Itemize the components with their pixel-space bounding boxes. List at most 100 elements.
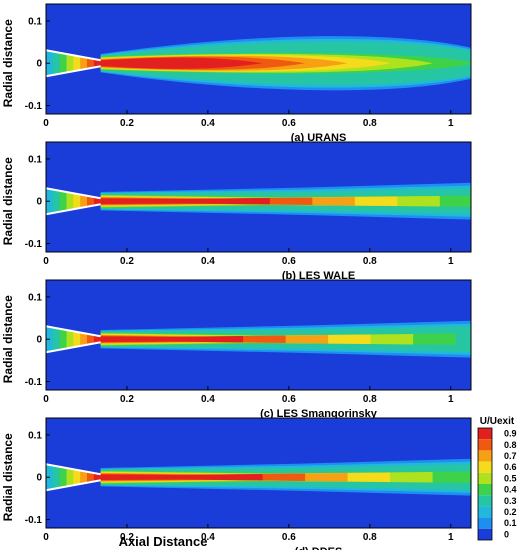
colorbar-label: 0.3	[504, 496, 517, 506]
nozzle-core	[59, 467, 67, 487]
colorbar: U/Uexit 0.90.80.70.60.5 0.40.30.20.10	[477, 416, 517, 541]
panel-caption: (b) LES WALE	[282, 270, 355, 282]
axes-frame	[45, 417, 472, 529]
nozzle-core	[86, 58, 95, 69]
colorbar-swatch	[478, 450, 492, 462]
x-tick-label: 0.2	[120, 256, 134, 267]
colorbar-frame	[477, 427, 493, 541]
nozzle-core	[52, 328, 61, 351]
x-tick-label: 0	[43, 256, 49, 267]
axes-frame	[45, 141, 472, 253]
x-tick-label: 0.8	[363, 394, 377, 405]
x-tick-label: 0	[43, 118, 49, 129]
x-tick-label: 0	[43, 394, 49, 405]
colorbar-swatch	[478, 484, 492, 496]
nozzle-core	[59, 329, 67, 349]
y-tick-label: -0.1	[25, 101, 43, 112]
y-axis-label: Radial distance	[1, 157, 15, 245]
colorbar-label: 0	[504, 529, 509, 539]
nozzle-core	[86, 472, 95, 483]
x-tick-label: 0.2	[120, 118, 134, 129]
nozzle-core	[73, 470, 81, 485]
contour-field	[46, 418, 471, 528]
panel-caption: (d) DDES	[295, 546, 343, 550]
x-tick-label: 1	[448, 394, 454, 405]
nozzle-core	[86, 196, 95, 207]
x-tick-label: 0.6	[282, 394, 296, 405]
contour-level	[100, 197, 270, 205]
colorbar-swatch	[478, 472, 492, 484]
colorbar-swatch	[478, 517, 492, 529]
nozzle-core	[80, 57, 88, 70]
colorbar-label: 0.2	[504, 507, 517, 517]
axes-frame	[45, 3, 472, 115]
axes-frame	[45, 279, 472, 391]
y-tick-label: 0.1	[28, 16, 42, 27]
x-tick-label: 0.4	[201, 394, 215, 405]
x-tick-label: 0.6	[282, 118, 296, 129]
x-tick-label: 0.4	[201, 118, 215, 129]
nozzle-core	[73, 194, 81, 209]
y-axis-label: Radial distance	[1, 19, 15, 107]
nozzle-lip-top	[45, 49, 101, 62]
nozzle-core	[59, 191, 67, 211]
nozzle-core	[66, 192, 74, 210]
nozzle-lip-bottom	[45, 341, 101, 354]
y-tick-label: 0	[36, 473, 42, 484]
nozzle-lip-top	[45, 325, 101, 338]
colorbar-swatch	[478, 428, 492, 440]
colorbar-label: 0.8	[504, 440, 517, 450]
colorbar-label: 0.9	[504, 429, 517, 439]
colorbar-swatch	[478, 439, 492, 451]
panel-caption: (c) LES Smangorinsky	[260, 408, 378, 420]
y-tick-label: 0	[36, 197, 42, 208]
nozzle-core	[66, 468, 74, 486]
colorbar-label: 0.1	[504, 518, 517, 528]
colorbar-label: 0.6	[504, 462, 517, 472]
x-tick-label: 0.8	[363, 256, 377, 267]
x-tick-label: 0	[43, 532, 49, 543]
nozzle-core	[80, 471, 88, 484]
colorbar-swatch	[478, 495, 492, 507]
y-tick-label: -0.1	[25, 239, 43, 250]
contour-field	[46, 142, 471, 252]
x-tick-label: 1	[448, 118, 454, 129]
nozzle-core	[86, 334, 95, 345]
y-tick-label: 0	[36, 59, 42, 70]
y-tick-label: 0	[36, 335, 42, 346]
nozzle-core	[93, 473, 102, 481]
colorbar-swatch	[478, 528, 492, 540]
nozzle-core	[73, 56, 81, 71]
colorbar-swatch	[478, 461, 492, 473]
nozzle-lip-bottom	[45, 479, 101, 492]
y-axis-label: Radial distance	[1, 295, 15, 383]
nozzle-lip-top	[45, 187, 101, 200]
colorbar-title: U/Uexit	[480, 416, 515, 427]
x-tick-label: 1	[448, 256, 454, 267]
nozzle-core	[93, 59, 102, 67]
contour-field	[46, 4, 471, 114]
contour-level	[100, 473, 263, 481]
nozzle-core	[93, 335, 102, 343]
nozzle-lip-bottom	[45, 65, 101, 78]
y-tick-label: -0.1	[25, 377, 43, 388]
y-axis-label: Radial distance	[1, 433, 15, 521]
x-tick-label: 1	[448, 532, 454, 543]
contour-field	[46, 280, 471, 390]
x-axis-label: Axial Distance	[119, 534, 208, 549]
y-tick-label: 0.1	[28, 154, 42, 165]
y-tick-label: -0.1	[25, 515, 43, 526]
nozzle-core	[52, 190, 61, 213]
colorbar-label: 0.4	[504, 485, 517, 495]
nozzle-core	[66, 54, 74, 72]
x-tick-label: 0.4	[201, 532, 215, 543]
x-tick-label: 0.6	[282, 256, 296, 267]
colorbar-swatch	[478, 506, 492, 518]
colorbar-label: 0.5	[504, 473, 517, 483]
y-tick-label: 0.1	[28, 430, 42, 441]
